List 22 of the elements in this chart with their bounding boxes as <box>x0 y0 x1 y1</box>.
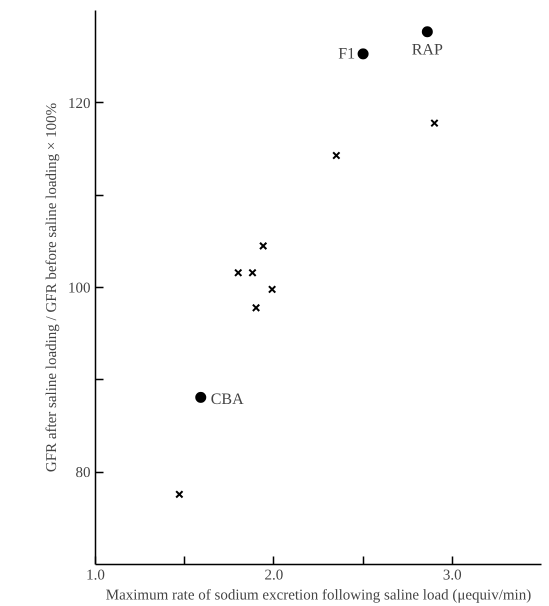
x-tick-label: 1.0 <box>86 568 105 584</box>
point <box>248 268 257 277</box>
x-tick-label: 2.0 <box>264 568 284 584</box>
point <box>332 151 341 160</box>
y-tick-label: 100 <box>68 280 90 296</box>
y-tick-label: 80 <box>76 465 90 482</box>
point <box>252 304 260 312</box>
point <box>430 118 439 128</box>
annotation: CBA <box>210 390 244 408</box>
x-tick-label: 3.0 <box>442 568 462 584</box>
point <box>358 48 369 60</box>
point <box>234 268 242 277</box>
annotation: RAP <box>412 42 443 59</box>
point <box>175 490 184 499</box>
y-tick-label: 120 <box>68 96 90 112</box>
point <box>195 392 206 403</box>
point <box>259 242 268 250</box>
annotation: F1 <box>338 45 356 62</box>
y-axis-title: GFR after saline loading / GFR before saline loading × 100% <box>44 102 60 472</box>
point <box>422 26 433 38</box>
point <box>268 285 276 294</box>
x-axis-title: Maximum rate of sodium excretion following saline load (μequiv/min) <box>106 588 532 604</box>
